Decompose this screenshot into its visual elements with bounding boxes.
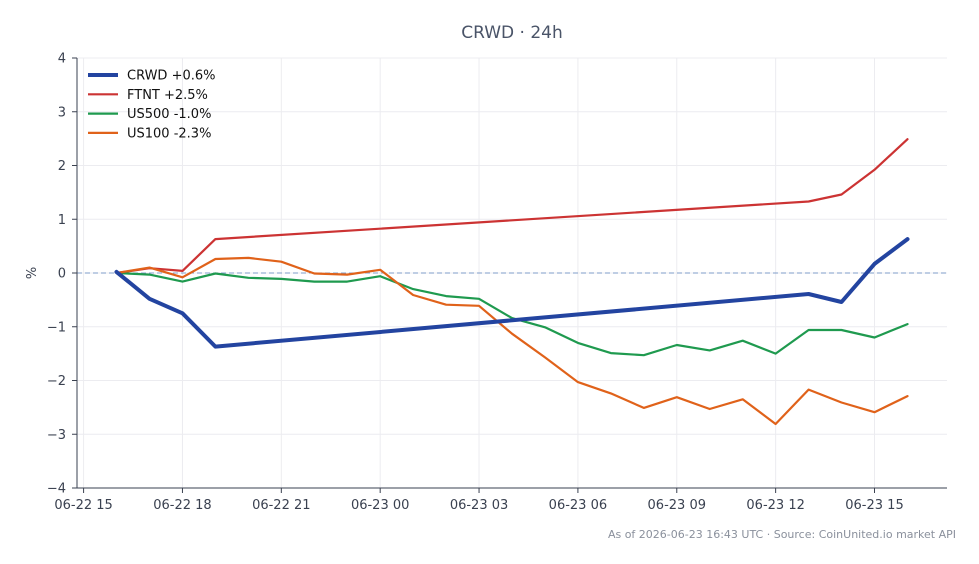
legend-label-us100: US100 -2.3%	[127, 126, 211, 141]
y-tick-label: 1	[58, 213, 66, 228]
x-tick-label: 06-23 00	[351, 498, 409, 513]
y-tick-label: −4	[47, 482, 66, 497]
chart-title: CRWD · 24h	[461, 23, 563, 43]
y-axis-label: %	[25, 267, 40, 279]
x-tick-label: 06-23 03	[450, 498, 508, 513]
axes: 4 3 2 1 0 −1 −2 −3 −406-22 15 06-22 18 06-22 21 06-…	[47, 52, 947, 513]
y-tick-label: 3	[58, 105, 66, 120]
x-tick-label: 06-22 21	[252, 498, 310, 513]
x-tick-label: 06-23 12	[746, 498, 804, 513]
y-tick-label: −2	[47, 374, 66, 389]
series-line-ftnt	[115, 138, 909, 275]
series-line-crwd	[114, 237, 910, 349]
x-tick-label: 06-23 09	[648, 498, 706, 513]
series-line-us100	[115, 256, 909, 426]
y-tick-label: 4	[58, 52, 66, 67]
source-footnote: As of 2026-06-23 16:43 UTC · Source: Coi…	[608, 528, 956, 541]
y-tick-label: −1	[47, 320, 66, 335]
legend: CRWD +0.6% FTNT +2.5% US500 -1.0% US100 -2.…	[88, 69, 216, 141]
series-line-us500	[115, 271, 909, 357]
legend-label-crwd: CRWD +0.6%	[127, 69, 216, 84]
x-tick-label: 06-23 06	[549, 498, 607, 513]
series-lines	[114, 138, 910, 426]
legend-label-us500: US500 -1.0%	[127, 107, 211, 122]
y-tick-label: −3	[47, 428, 66, 443]
x-tick-label: 06-22 15	[54, 498, 112, 513]
legend-label-ftnt: FTNT +2.5%	[127, 88, 208, 103]
y-tick-label: 0	[58, 267, 66, 282]
x-tick-label: 06-23 15	[845, 498, 903, 513]
y-tick-label: 2	[58, 159, 66, 174]
x-tick-label: 06-22 18	[153, 498, 211, 513]
